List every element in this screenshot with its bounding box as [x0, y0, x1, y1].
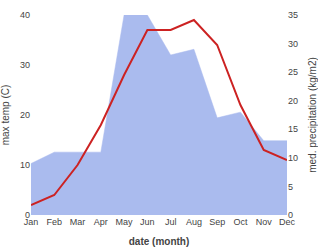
- svg-text:30: 30: [20, 60, 30, 70]
- svg-text:30: 30: [288, 39, 298, 49]
- svg-text:0: 0: [288, 210, 293, 220]
- svg-text:Oct: Oct: [233, 217, 248, 227]
- svg-text:med. precipitation (kg/m2): med. precipitation (kg/m2): [307, 57, 318, 173]
- svg-text:Aug: Aug: [186, 217, 202, 227]
- svg-text:10: 10: [288, 153, 298, 163]
- svg-text:Nov: Nov: [256, 217, 273, 227]
- svg-text:35: 35: [288, 10, 298, 20]
- svg-text:May: May: [116, 217, 134, 227]
- svg-text:20: 20: [288, 96, 298, 106]
- svg-text:15: 15: [288, 124, 298, 134]
- svg-text:Feb: Feb: [47, 217, 63, 227]
- svg-text:20: 20: [20, 110, 30, 120]
- svg-text:Apr: Apr: [94, 217, 108, 227]
- svg-text:Mar: Mar: [70, 217, 86, 227]
- svg-text:25: 25: [288, 67, 298, 77]
- svg-text:Sep: Sep: [209, 217, 225, 227]
- svg-text:5: 5: [288, 182, 293, 192]
- svg-text:40: 40: [20, 10, 30, 20]
- svg-text:Jan: Jan: [24, 217, 39, 227]
- svg-text:Jul: Jul: [165, 217, 177, 227]
- svg-text:Jun: Jun: [140, 217, 155, 227]
- svg-text:date (month): date (month): [129, 236, 190, 247]
- svg-text:0: 0: [25, 210, 30, 220]
- svg-text:Dec: Dec: [279, 217, 296, 227]
- svg-text:max temp (C): max temp (C): [0, 85, 11, 146]
- svg-text:10: 10: [20, 160, 30, 170]
